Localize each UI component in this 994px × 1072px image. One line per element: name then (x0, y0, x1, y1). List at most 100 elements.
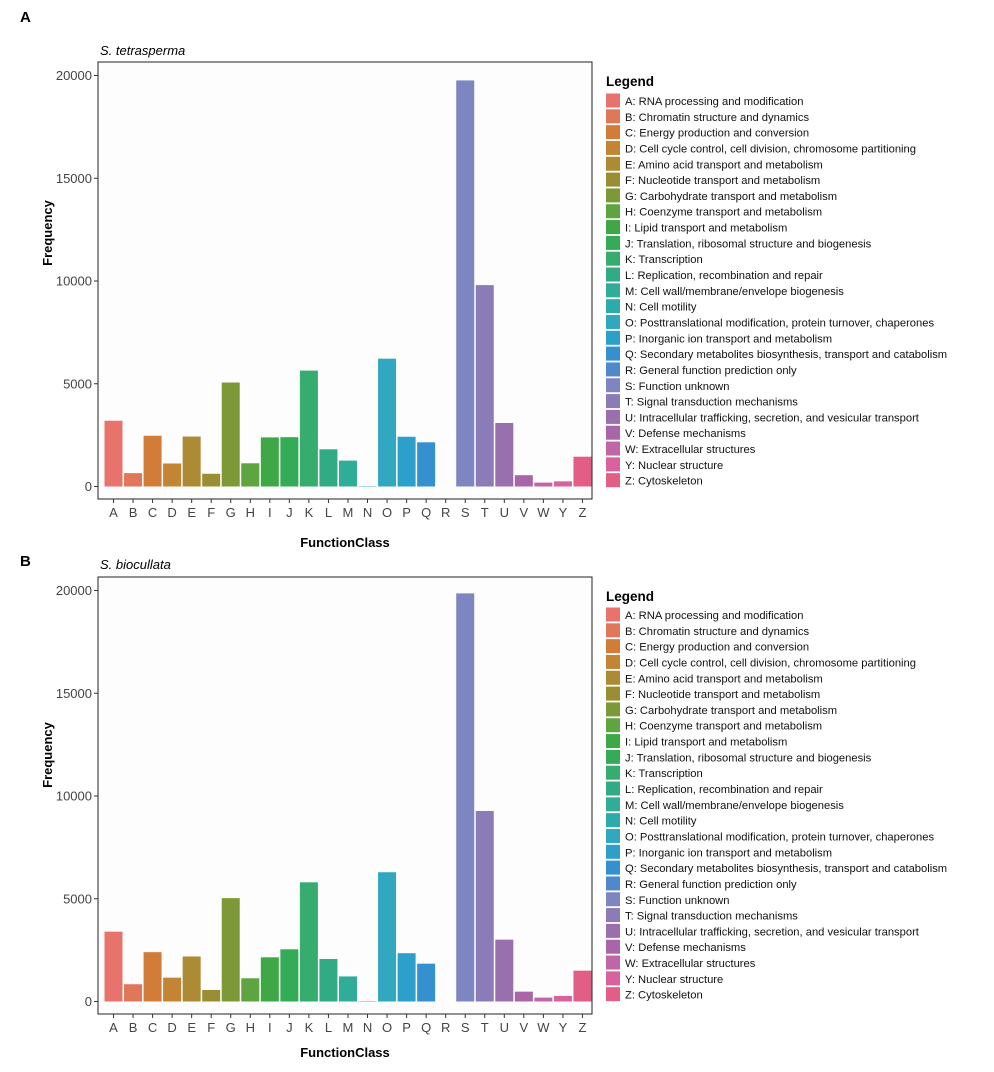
legend-swatch (606, 109, 620, 124)
legend-item: F: Nucleotide transport and metabolism (625, 175, 820, 187)
bar-z (573, 456, 592, 487)
legend-swatch (606, 765, 620, 780)
legend-item: G: Carbohydrate transport and metabolism (625, 191, 837, 203)
legend-item: Y: Nuclear structure (625, 460, 723, 472)
y-tick-label: 15000 (56, 171, 92, 186)
x-tick-label: U (500, 505, 509, 520)
legend-swatch (606, 670, 620, 685)
x-tick-label: Q (421, 505, 431, 520)
legend-item: P: Inorganic ion transport and metabolis… (625, 333, 832, 345)
legend-item: B: Chromatin structure and dynamics (625, 626, 809, 638)
legend-swatch (606, 797, 620, 812)
y-axis-title: Frequency (40, 721, 55, 788)
legend-swatch (606, 908, 620, 923)
legend-item: Y: Nuclear structure (625, 974, 723, 986)
bar-j (280, 437, 299, 487)
bar-p (397, 436, 416, 487)
y-tick-label: 15000 (56, 686, 92, 701)
bar-p (397, 953, 416, 1002)
legend-swatch (606, 923, 620, 938)
bar-k (299, 882, 318, 1002)
panel-letter: B (20, 553, 31, 570)
legend-title: Legend (606, 74, 654, 89)
bar-f (202, 473, 221, 487)
legend-item: S: Function unknown (625, 381, 729, 393)
legend-item: W: Extracellular structures (625, 958, 756, 970)
x-tick-label: E (187, 1020, 196, 1035)
legend-swatch (606, 749, 620, 764)
x-tick-label: Q (421, 1020, 431, 1035)
x-tick-label: U (500, 1020, 509, 1035)
legend-swatch (606, 939, 620, 954)
x-tick-label: A (109, 1020, 118, 1035)
x-tick-label: F (207, 505, 215, 520)
legend-swatch (606, 987, 620, 1002)
bar-o (378, 358, 397, 487)
x-tick-label: M (343, 505, 354, 520)
bar-e (182, 956, 201, 1002)
legend-item: F: Nucleotide transport and metabolism (625, 689, 820, 701)
legend-item: Q: Secondary metabolites biosynthesis, t… (625, 349, 947, 361)
bar-v (514, 475, 533, 487)
legend-swatch (606, 314, 620, 329)
x-tick-label: C (148, 1020, 157, 1035)
legend-swatch (606, 330, 620, 345)
panel-letter: A (20, 9, 31, 26)
y-tick-label: 0 (85, 994, 92, 1009)
legend-item: K: Transcription (625, 254, 703, 266)
x-tick-label: P (402, 1020, 411, 1035)
legend-swatch (606, 140, 620, 155)
bar-i (260, 957, 279, 1002)
legend-swatch (606, 686, 620, 701)
legend-swatch (606, 220, 620, 235)
bar-l (319, 958, 338, 1002)
bar-u (495, 939, 514, 1002)
legend-swatch (606, 844, 620, 859)
legend-item: J: Translation, ribosomal structure and … (625, 752, 872, 764)
legend-swatch (606, 394, 620, 409)
x-tick-label: R (441, 505, 450, 520)
y-tick-label: 20000 (56, 583, 92, 598)
plot-area (97, 61, 593, 500)
legend-item: W: Extracellular structures (625, 444, 756, 456)
bar-e (182, 436, 201, 487)
y-tick-label: 5000 (63, 891, 92, 906)
legend-swatch (606, 813, 620, 828)
bar-w (534, 997, 553, 1002)
legend-swatch (606, 892, 620, 907)
legend-item: U: Intracellular trafficking, secretion,… (625, 926, 920, 938)
legend-swatch (606, 718, 620, 733)
x-tick-label: O (382, 1020, 392, 1035)
x-tick-label: Y (559, 505, 568, 520)
x-tick-label: I (268, 1020, 272, 1035)
bar-h (241, 463, 260, 487)
x-tick-label: L (325, 1020, 332, 1035)
x-tick-label: G (226, 505, 236, 520)
legend-item: T: Signal transduction mechanisms (625, 911, 798, 923)
bar-b (124, 984, 143, 1002)
bar-z (573, 970, 592, 1002)
legend-item: D: Cell cycle control, cell division, ch… (625, 143, 916, 155)
bar-w (534, 482, 553, 487)
y-tick-label: 0 (85, 479, 92, 494)
legend-item: Z: Cytoskeleton (625, 990, 703, 1002)
bar-j (280, 949, 299, 1002)
x-tick-label: W (537, 1020, 550, 1035)
bar-q (417, 963, 436, 1002)
legend: Legend A: RNA processing and modification… (606, 589, 947, 1002)
legend-item: T: Signal transduction mechanisms (625, 397, 798, 409)
legend-item: K: Transcription (625, 768, 703, 780)
bar-m (338, 460, 357, 487)
legend-swatch (606, 971, 620, 986)
x-tick-label: N (363, 505, 372, 520)
legend-swatch (606, 734, 620, 749)
x-tick-label: K (305, 1020, 314, 1035)
legend-item: G: Carbohydrate transport and metabolism (625, 705, 837, 717)
x-tick-label: M (343, 1020, 354, 1035)
x-tick-label: W (537, 505, 550, 520)
legend-item: E: Amino acid transport and metabolism (625, 159, 823, 171)
bar-s (456, 593, 475, 1002)
legend-swatch (606, 362, 620, 377)
x-tick-label: D (167, 505, 176, 520)
legend-swatch (606, 235, 620, 250)
